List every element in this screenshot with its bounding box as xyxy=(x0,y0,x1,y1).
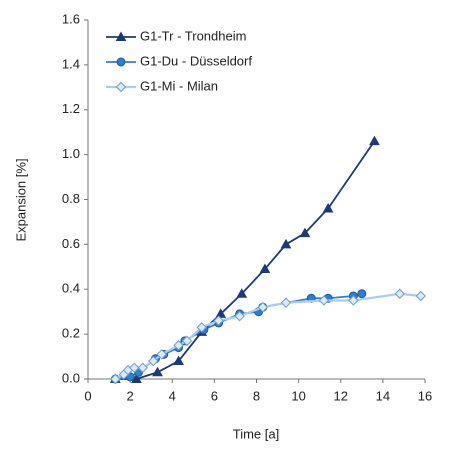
marker xyxy=(234,310,245,322)
legend-marker xyxy=(115,31,127,41)
marker xyxy=(129,362,140,373)
marker xyxy=(152,366,163,377)
y-tick-label: 0.8 xyxy=(62,191,80,206)
legend-marker xyxy=(115,81,127,93)
marker xyxy=(369,135,380,146)
x-tick-label: 2 xyxy=(127,388,134,403)
marker xyxy=(173,340,184,351)
series-line xyxy=(114,292,421,380)
marker xyxy=(394,288,405,299)
marker xyxy=(280,297,292,308)
y-tick-label: 0.6 xyxy=(62,236,80,251)
marker xyxy=(236,288,248,298)
marker xyxy=(213,315,224,326)
marker xyxy=(181,335,193,347)
x-tick-label: 0 xyxy=(84,388,91,403)
x-tick-label: 14 xyxy=(376,388,390,403)
marker xyxy=(415,290,426,302)
marker xyxy=(348,295,359,306)
x-axis-label: Time [a] xyxy=(233,426,279,441)
series-line xyxy=(115,140,376,380)
y-tick-label: 0.2 xyxy=(62,326,80,341)
y-tick-label: 1.2 xyxy=(62,101,80,116)
x-tick-label: 6 xyxy=(211,388,218,403)
x-tick-label: 10 xyxy=(291,388,305,403)
marker xyxy=(156,349,167,360)
marker xyxy=(137,362,148,373)
legend-marker xyxy=(116,57,126,67)
marker xyxy=(173,355,184,366)
marker xyxy=(280,238,292,249)
marker xyxy=(259,263,271,274)
y-tick-label: 0.4 xyxy=(62,281,80,296)
legend-label: G1-Du - Düsseldorf xyxy=(140,53,252,68)
marker xyxy=(322,202,334,213)
y-tick-label: 1.4 xyxy=(62,56,80,71)
x-tick-label: 8 xyxy=(253,388,260,403)
marker xyxy=(257,301,269,313)
legend-label: G1-Tr - Trondheim xyxy=(140,28,246,43)
series-line xyxy=(115,292,363,380)
x-tick-label: 12 xyxy=(334,388,348,403)
marker xyxy=(357,289,367,299)
legend-label: G1-Mi - Milan xyxy=(140,78,218,93)
y-tick-label: 0.0 xyxy=(62,370,80,385)
marker xyxy=(299,227,311,238)
marker xyxy=(148,355,159,367)
y-tick-label: 1.0 xyxy=(62,146,80,161)
y-axis-label: Expansion [%] xyxy=(13,158,28,241)
marker xyxy=(215,308,227,318)
marker xyxy=(196,322,207,333)
marker xyxy=(318,295,330,306)
y-tick-label: 1.6 xyxy=(62,11,80,26)
x-tick-label: 16 xyxy=(418,388,432,403)
x-tick-label: 4 xyxy=(169,388,176,403)
marker xyxy=(110,373,121,385)
